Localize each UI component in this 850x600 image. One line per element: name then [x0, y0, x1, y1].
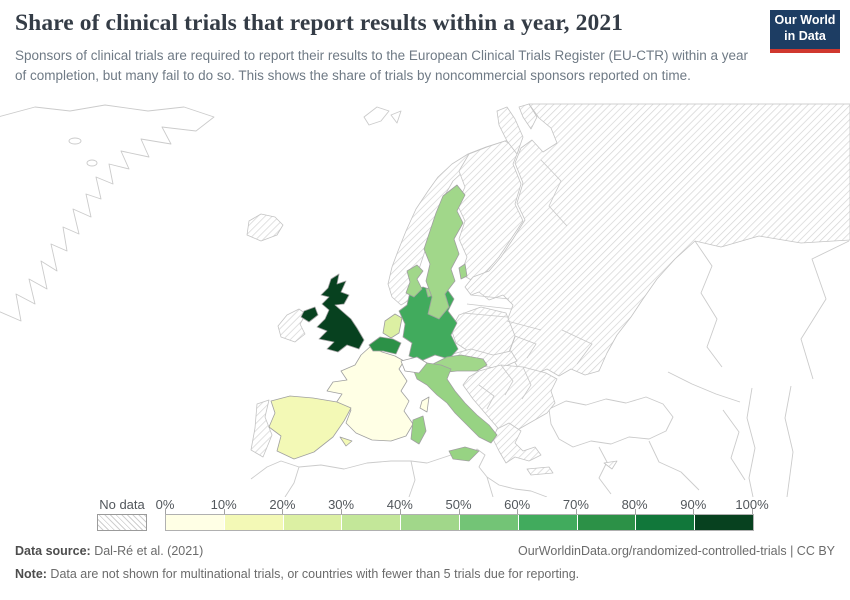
legend-tick [517, 509, 519, 514]
legend-tick [165, 509, 166, 514]
middle-east-border [722, 409, 746, 481]
greenland-islet [86, 159, 98, 167]
country-russia-novaya-zemlya[interactable] [518, 103, 538, 130]
note-line: Note: Data are not shown for multination… [15, 566, 835, 584]
africa-border [486, 476, 494, 497]
country-united-kingdom[interactable] [316, 273, 365, 353]
legend-tick [634, 509, 636, 514]
caspian-coast [746, 387, 756, 497]
kazakhstan-border [800, 240, 850, 380]
europe-choropleth-map [0, 103, 850, 497]
legend-bin[interactable] [166, 515, 224, 530]
legend-tick [399, 509, 401, 514]
legend-tick-labels: 0% 10% 20% 30% 40% 50% 60% 70% 80% 90% 100% [156, 497, 769, 514]
legend-bin[interactable] [223, 515, 283, 530]
country-sweden[interactable] [423, 184, 466, 320]
greenland-islet [68, 137, 82, 145]
country-italy-sicily[interactable] [448, 446, 480, 462]
legend-bin[interactable] [517, 515, 577, 530]
legend-bin[interactable] [282, 515, 342, 530]
africa-border [408, 460, 416, 497]
logo-line2: in Data [784, 28, 826, 43]
balkan-borders [478, 364, 532, 410]
turkey-coast [548, 396, 674, 448]
legend-tick [693, 509, 695, 514]
country-ireland[interactable] [277, 308, 307, 343]
legend-tick-label: 80% [621, 497, 648, 512]
legend-tick-label: 30% [328, 497, 355, 512]
kazakhstan-border [694, 240, 723, 368]
legend-tick [458, 509, 460, 514]
greenland-coast [0, 104, 215, 322]
logo-line1: Our World [774, 13, 836, 27]
legend-tick-label: 60% [504, 497, 531, 512]
data-source-label: Data source: [15, 544, 91, 558]
country-spain[interactable] [268, 395, 352, 460]
country-italy-sardinia[interactable] [410, 415, 427, 445]
country-hungary-balkans[interactable] [462, 364, 558, 438]
owid-logo[interactable]: Our World in Data [770, 10, 840, 53]
page-title: Share of clinical trials that report res… [15, 10, 624, 36]
svalbard-coast [363, 106, 390, 126]
baltic-borders [462, 294, 512, 318]
caucasus-border [667, 371, 741, 403]
country-northern-ireland[interactable] [300, 306, 319, 323]
country-spain-balearics[interactable] [339, 436, 353, 447]
country-italy[interactable] [412, 362, 498, 444]
legend-tick-label: 10% [210, 497, 237, 512]
middle-east-border [598, 446, 612, 495]
legend-tick [223, 509, 225, 514]
country-france-corsica[interactable] [419, 396, 430, 413]
note-value: Data are not shown for multinational tri… [46, 566, 580, 581]
legend-tick [752, 509, 753, 514]
country-russia-novaya-zemlya[interactable] [496, 106, 524, 155]
legend-tick [282, 509, 284, 514]
chart-subtitle: Sponsors of clinical trials are required… [15, 48, 749, 83]
legend-tick-label: 0% [155, 497, 175, 512]
country-switzerland[interactable] [400, 356, 428, 374]
legend-tick-label: 100% [735, 497, 769, 512]
note-label: Note: [15, 566, 47, 581]
legend-colorbar[interactable] [165, 514, 754, 531]
country-france[interactable] [326, 345, 414, 442]
africa-coastline [250, 448, 548, 497]
svalbard-coast [390, 110, 402, 124]
country-netherlands[interactable] [382, 313, 403, 339]
no-data-label: No data [99, 497, 145, 512]
chart-header: Share of clinical trials that report res… [15, 10, 840, 85]
legend-bin[interactable] [341, 515, 401, 530]
country-sweden-gotland[interactable] [458, 263, 468, 280]
caspian-coast [784, 385, 794, 497]
legend-bin[interactable] [400, 515, 459, 530]
legend-bin[interactable] [635, 515, 695, 530]
no-data-swatch[interactable] [97, 514, 147, 531]
country-belgium[interactable] [368, 336, 402, 355]
chart-footer: Data source: Dal-Ré et al. (2021) OurWor… [15, 543, 835, 583]
owid-link[interactable]: OurWorldinData.org/randomized-controlled… [517, 544, 835, 558]
legend-bin[interactable] [576, 515, 636, 530]
map-legend: No data 0% 10% 20% 30% 40% 50% 60% 70% 80% 90% 100… [0, 497, 850, 534]
legend-tick-label: 50% [445, 497, 472, 512]
data-source-value: Dal-Ré et al. (2021) [90, 544, 204, 558]
legend-tick [341, 509, 343, 514]
country-denmark[interactable] [405, 264, 424, 298]
country-greece[interactable] [492, 422, 542, 464]
country-portugal[interactable] [250, 399, 273, 458]
country-greece-crete[interactable] [526, 466, 554, 476]
data-source-line: Data source: Dal-Ré et al. (2021) [15, 543, 203, 561]
legend-tick-label: 70% [562, 497, 589, 512]
legend-tick-label: 90% [680, 497, 707, 512]
legend-bin[interactable] [694, 515, 753, 530]
country-iceland[interactable] [246, 213, 284, 242]
legend-tick-label: 20% [269, 497, 296, 512]
legend-tick [575, 509, 577, 514]
eastern-borders [506, 159, 593, 365]
country-russia-east-europe[interactable] [464, 103, 850, 377]
legend-tick-label: 40% [386, 497, 413, 512]
africa-border [284, 466, 300, 497]
middle-east-border [648, 440, 700, 491]
legend-bin[interactable] [458, 515, 518, 530]
country-cyprus[interactable] [603, 460, 618, 470]
